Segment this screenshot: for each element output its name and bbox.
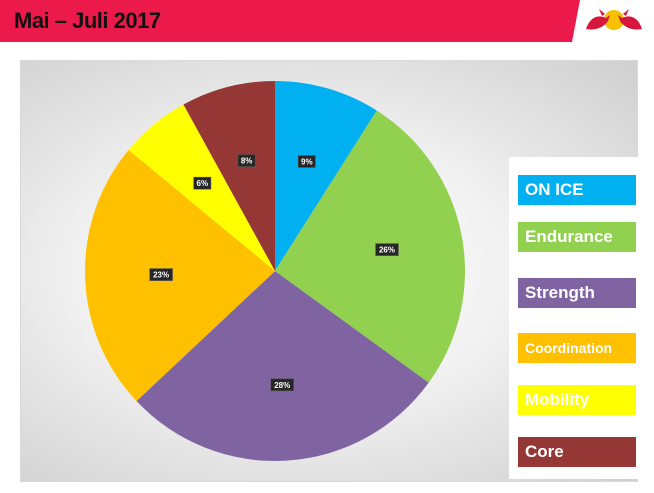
pie-chart: 9% 26% 28% 23% 6% 8% <box>85 81 465 461</box>
legend-item-strength: Strength <box>518 278 636 308</box>
data-label-strength: 28% <box>270 378 294 392</box>
header-band <box>0 0 654 42</box>
svg-text:23%: 23% <box>153 271 169 280</box>
chart-panel: 9% 26% 28% 23% 6% 8% ON ICE Endurance Strength C… <box>20 60 641 482</box>
data-label-endurance: 26% <box>375 243 399 256</box>
pie-slice-coordination <box>85 149 276 402</box>
svg-text:9%: 9% <box>301 158 313 167</box>
chart-legend: ON ICE Endurance Strength Coordination Mobil… <box>509 157 641 479</box>
legend-item-coordination: Coordination <box>518 333 636 363</box>
data-label-mobility: 6% <box>193 176 212 190</box>
legend-item-endurance: Endurance <box>518 222 636 252</box>
svg-text:6%: 6% <box>197 179 209 188</box>
legend-item-mobility: Mobility <box>518 385 636 415</box>
pie-slice-strength <box>136 271 429 461</box>
pie-slice-core <box>183 81 275 271</box>
legend-item-core: Core <box>518 437 636 467</box>
data-label-on-ice: 9% <box>297 155 316 168</box>
logo-area <box>572 0 654 42</box>
svg-text:28%: 28% <box>274 381 290 390</box>
data-label-core: 8% <box>237 154 256 167</box>
red-bull-logo-icon <box>586 9 642 30</box>
svg-text:8%: 8% <box>241 157 253 166</box>
pie-slice-on-ice <box>275 81 377 271</box>
svg-text:26%: 26% <box>379 246 395 255</box>
page-title: Mai – Juli 2017 <box>14 8 161 33</box>
data-label-coordination: 23% <box>149 268 173 281</box>
legend-item-on-ice: ON ICE <box>518 175 636 205</box>
pie-slice-endurance <box>275 110 465 383</box>
